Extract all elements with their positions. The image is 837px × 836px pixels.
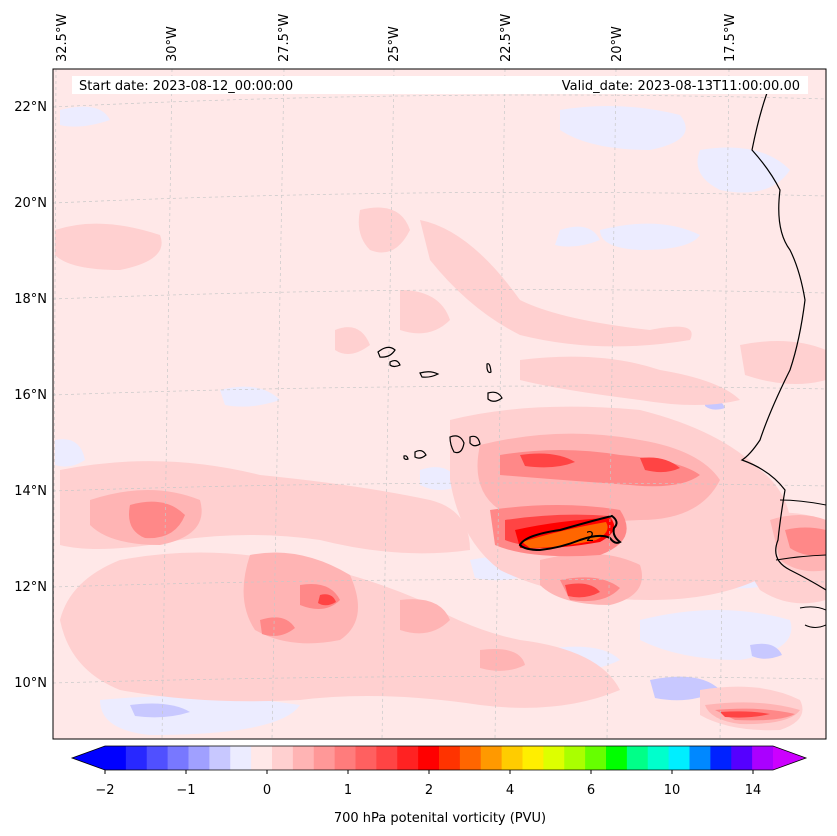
colorbar-segment bbox=[355, 746, 377, 770]
colorbar-segment bbox=[585, 746, 607, 770]
coastline-details bbox=[775, 499, 826, 628]
colorbar-segment bbox=[606, 746, 628, 770]
colorbar-under-arrow bbox=[72, 746, 105, 770]
colorbar-segment bbox=[522, 746, 544, 770]
pv-max bbox=[522, 522, 608, 548]
colorbar-segment bbox=[167, 746, 189, 770]
colorbar-segment bbox=[209, 746, 231, 770]
longitude-label: 30°W bbox=[165, 26, 180, 62]
valid-date-label: Valid_date: 2023-08-13T11:00:00.00 bbox=[562, 79, 800, 94]
info-box bbox=[72, 76, 808, 94]
colorbar-segment bbox=[668, 746, 690, 770]
colorbar-segment bbox=[272, 746, 294, 770]
longitude-label: 27.5°W bbox=[277, 14, 292, 62]
latitude-label: 22°N bbox=[14, 100, 47, 115]
colorbar-segment bbox=[647, 746, 670, 770]
colorbar-segment bbox=[459, 746, 482, 770]
colorbar-segment bbox=[397, 746, 419, 770]
colorbar-segment bbox=[752, 746, 774, 770]
latitude-label: 18°N bbox=[14, 292, 47, 307]
colorbar-segment bbox=[230, 746, 252, 770]
longitude-label: 17.5°W bbox=[723, 14, 738, 62]
colorbar-tick-label: 4 bbox=[506, 783, 514, 798]
colorbar-tick-label: 2 bbox=[425, 783, 433, 798]
latitude-label: 10°N bbox=[14, 676, 47, 691]
colorbar-segment bbox=[564, 746, 586, 770]
latitude-label: 20°N bbox=[14, 196, 47, 211]
latitude-labels: 22°N 20°N 18°N 16°N 14°N 12°N 10°N bbox=[14, 100, 47, 691]
colorbar-segment bbox=[251, 746, 273, 770]
colorbar-segment bbox=[418, 746, 440, 770]
map-frame bbox=[52, 68, 827, 740]
colorbar-segment bbox=[626, 746, 649, 770]
latitude-label: 16°N bbox=[14, 388, 47, 403]
colorbar-ticks: −2 −1 0 1 2 4 6 10 14 bbox=[95, 770, 761, 798]
colorbar bbox=[70, 745, 808, 771]
colorbar-tick-label: 1 bbox=[344, 783, 352, 798]
colorbar-segment bbox=[710, 746, 732, 770]
colorbar-tick-label: −2 bbox=[95, 783, 114, 798]
start-date-label: Start date: 2023-08-12_00:00:00 bbox=[79, 79, 293, 94]
pv-field bbox=[53, 69, 826, 739]
colorbar-label: 700 hPa potenital vorticity (PVU) bbox=[334, 811, 546, 826]
pv-contour-2 bbox=[518, 514, 622, 552]
colorbar-segment bbox=[480, 746, 503, 770]
colorbar-tick-label: 6 bbox=[587, 783, 595, 798]
latitude-label: 12°N bbox=[14, 580, 47, 595]
latitude-label: 14°N bbox=[14, 484, 47, 499]
colorbar-segment bbox=[543, 746, 565, 770]
graticule bbox=[53, 69, 826, 739]
colorbar-segment bbox=[501, 746, 523, 770]
colorbar-tick-label: −1 bbox=[176, 783, 195, 798]
colorbar-segment bbox=[146, 746, 169, 770]
colorbar-tick-label: 10 bbox=[664, 783, 681, 798]
colorbar-segment bbox=[439, 746, 461, 770]
colorbar-segment bbox=[689, 746, 711, 770]
colorbar-segment bbox=[731, 746, 753, 770]
colorbar-tick-label: 14 bbox=[745, 783, 762, 798]
cape-verde-islands bbox=[377, 346, 503, 460]
colorbar-segment bbox=[376, 746, 398, 770]
colorbar-segment bbox=[292, 746, 315, 770]
longitude-label: 32.5°W bbox=[55, 14, 70, 62]
colorbar-over-arrow bbox=[773, 746, 806, 770]
longitude-label: 25°W bbox=[387, 26, 402, 62]
longitude-label: 20°W bbox=[610, 26, 625, 62]
colorbar-segment bbox=[334, 746, 356, 770]
colorbar-segment bbox=[125, 746, 148, 770]
colorbar-tick-label: 0 bbox=[263, 783, 271, 798]
colorbar-segment bbox=[105, 746, 127, 770]
longitude-labels: 32.5°W 30°W 27.5°W 25°W 22.5°W 20°W 17.5°W bbox=[55, 14, 738, 62]
contour-label: 2 bbox=[586, 530, 594, 545]
africa-coastline bbox=[740, 84, 826, 591]
colorbar-segment bbox=[188, 746, 210, 770]
colorbar-segment bbox=[313, 746, 336, 770]
longitude-label: 22.5°W bbox=[499, 14, 514, 62]
